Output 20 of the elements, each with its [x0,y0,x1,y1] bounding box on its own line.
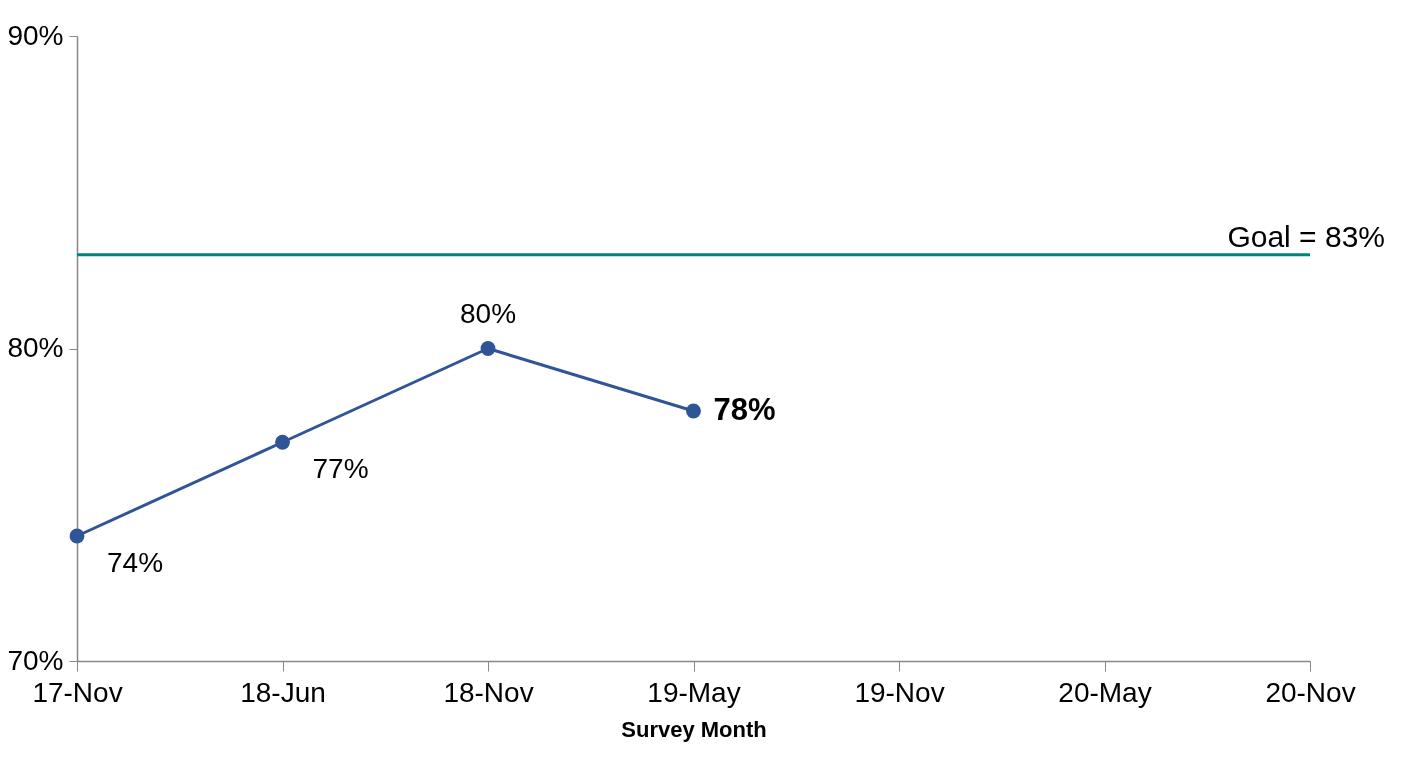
y-tick-label: 70% [7,644,64,676]
x-tick-label: 20-May [1058,676,1152,708]
y-tick-label: 80% [7,332,64,363]
data-label: 77% [312,453,369,485]
y-tick-label: 90% [7,19,64,51]
x-axis-title: Survey Month [621,716,767,742]
data-label: 80% [459,297,517,329]
x-tick-label: 19-Nov [854,676,945,708]
x-tick-label: 19-May [647,676,741,708]
point [480,341,496,356]
x-tick-label: 18-Jun [240,676,326,708]
data-label: 74% [107,547,164,578]
x-tick-label: 20-Nov [1265,676,1356,708]
ref-line-label: Goal = 83% [1227,219,1385,253]
x-tick-label: 18-Nov [443,676,534,708]
point [69,528,85,544]
point [275,434,290,450]
data-label: 78% [713,392,776,427]
point [686,403,701,419]
x-tick-label: 17-Nov [32,676,123,708]
